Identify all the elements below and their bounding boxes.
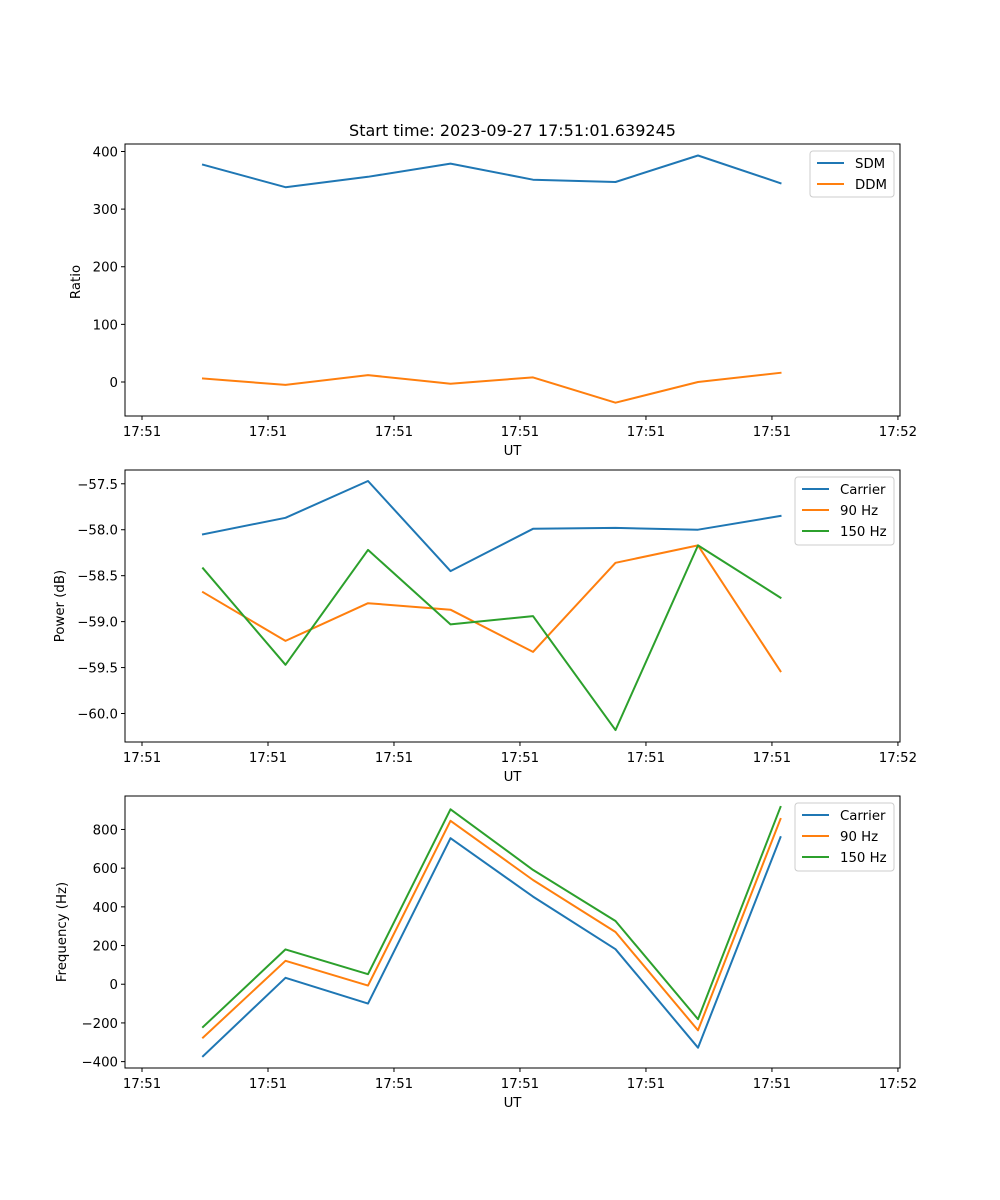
x-tick-label: 17:51 xyxy=(627,751,665,766)
y-tick-label: 0 xyxy=(110,978,118,993)
legend: SDM DDM xyxy=(809,150,895,198)
x-tick-label: 17:51 xyxy=(627,1077,665,1092)
y-tick-label: −59.5 xyxy=(77,662,118,677)
y-tick-label: −58.5 xyxy=(77,570,118,585)
axes-frame xyxy=(124,469,901,743)
x-tick-label: 17:51 xyxy=(123,1077,161,1092)
y-axis-label: Frequency (Hz) xyxy=(55,882,70,982)
x-axis-label: UT xyxy=(504,770,523,785)
series-line-90-hz xyxy=(201,817,782,1040)
series-line-sdm xyxy=(201,154,782,189)
legend-label: Carrier xyxy=(840,809,886,824)
y-tick-label: 0 xyxy=(110,376,118,391)
legend-label: SDM xyxy=(855,157,885,172)
legend-label: 90 Hz xyxy=(840,830,878,845)
legend-label: 90 Hz xyxy=(840,504,878,519)
x-tick-label: 17:52 xyxy=(879,425,917,440)
legend-box xyxy=(794,802,895,872)
x-tick-label: 17:51 xyxy=(249,1077,287,1092)
y-tick-label: 300 xyxy=(93,203,118,218)
series-line-carrier xyxy=(201,480,782,573)
y-tick-label: 100 xyxy=(93,318,118,333)
x-tick-label: 17:51 xyxy=(753,425,791,440)
axes-frame xyxy=(124,795,901,1069)
series-line-ddm xyxy=(201,371,782,404)
legend: Carrier 90 Hz 150 Hz xyxy=(794,476,895,546)
y-tick-label: −60.0 xyxy=(77,708,118,723)
x-tick-label: 17:51 xyxy=(123,425,161,440)
y-tick-label: −59.0 xyxy=(77,616,118,631)
frequency-panel: UT Frequency (Hz) 17:51 17:51 17:51 17:51 17… xyxy=(55,795,917,1111)
x-tick-label: 17:51 xyxy=(123,751,161,766)
y-tick-label: 400 xyxy=(93,901,118,916)
x-tick-label: 17:51 xyxy=(627,425,665,440)
chart-title: Start time: 2023-09-27 17:51:01.639245 xyxy=(349,121,676,140)
legend-label: Carrier xyxy=(840,483,886,498)
x-tick-label: 17:51 xyxy=(501,425,539,440)
y-axis-label: Ratio xyxy=(69,265,84,299)
x-tick-label: 17:51 xyxy=(501,1077,539,1092)
legend-box xyxy=(794,476,895,546)
y-tick-label: 400 xyxy=(93,145,118,160)
legend: Carrier 90 Hz 150 Hz xyxy=(794,802,895,872)
axes-frame xyxy=(124,143,901,417)
series-line-carrier xyxy=(201,835,782,1058)
y-tick-label: 600 xyxy=(93,862,118,877)
ratio-panel: Start time: 2023-09-27 17:51:01.639245 U… xyxy=(69,121,917,459)
y-tick-label: 200 xyxy=(93,261,118,276)
x-tick-label: 17:52 xyxy=(879,1077,917,1092)
x-tick-label: 17:51 xyxy=(375,751,413,766)
x-tick-label: 17:51 xyxy=(753,1077,791,1092)
y-tick-label: −400 xyxy=(81,1056,118,1071)
legend-label: 150 Hz xyxy=(840,851,887,866)
x-axis-label: UT xyxy=(504,1096,523,1111)
power-panel: UT Power (dB) 17:51 17:51 17:51 17:51 17:51 1… xyxy=(53,469,917,785)
x-tick-label: 17:51 xyxy=(501,751,539,766)
y-tick-label: −57.5 xyxy=(77,478,118,493)
x-tick-label: 17:51 xyxy=(249,751,287,766)
x-tick-label: 17:51 xyxy=(375,425,413,440)
x-tick-label: 17:51 xyxy=(249,425,287,440)
legend-label: 150 Hz xyxy=(840,525,887,540)
series-line-150-hz xyxy=(201,805,782,1029)
x-axis-label: UT xyxy=(504,444,523,459)
y-tick-label: −58.0 xyxy=(77,524,118,539)
y-axis-label: Power (dB) xyxy=(53,570,68,642)
x-tick-label: 17:52 xyxy=(879,751,917,766)
x-tick-label: 17:51 xyxy=(375,1077,413,1092)
series-line-90-hz xyxy=(201,544,782,673)
y-tick-label: 800 xyxy=(93,823,118,838)
legend-label: DDM xyxy=(855,178,887,193)
series-line-150-hz xyxy=(201,544,782,732)
x-tick-label: 17:51 xyxy=(753,751,791,766)
y-tick-label: 200 xyxy=(93,940,118,955)
y-tick-label: −200 xyxy=(81,1017,118,1032)
